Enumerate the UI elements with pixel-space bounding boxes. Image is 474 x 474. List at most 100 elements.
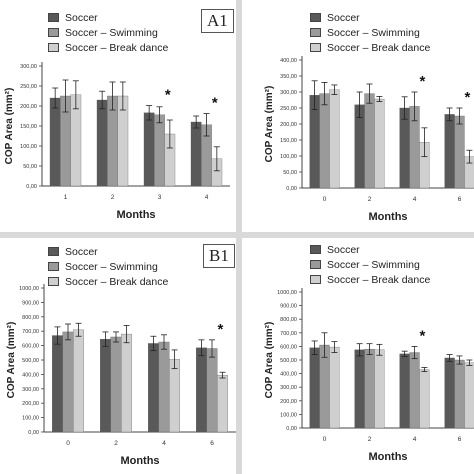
bar [49,97,61,187]
y-tick-label: 400,00 [280,372,297,378]
swatch-swimming [310,260,321,269]
bar [52,335,63,433]
swatch-break-dance [310,275,321,284]
y-tick-label: 700,00 [280,331,297,337]
bar [73,329,84,433]
y-tick-label: 0,00 [286,426,297,432]
y-tick-label: 300,00 [22,387,39,393]
legend-item-break-dance: Soccer – Break dance [48,40,168,55]
legend-label: Soccer – Break dance [65,275,169,288]
legend-item-swimming: Soccer – Swimming [48,25,168,40]
x-axis-label: Months [120,455,159,467]
y-tick-label: 400,00 [22,372,39,378]
legend-label: Soccer – Swimming [65,26,158,39]
legend-item-break-dance: Soccer – Break dance [48,274,168,289]
bar [409,352,420,429]
y-tick-label: 200,00 [22,401,39,407]
x-tick-label: 2 [368,196,372,203]
legend-item-break-dance: Soccer – Break dance [310,40,430,55]
legend-item-break-dance: Soccer – Break dance [310,272,430,287]
y-tick-label: 100,00 [22,416,39,422]
legend-item-swimming: Soccer – Swimming [310,257,430,272]
swatch-soccer [310,245,321,254]
bar [374,349,385,429]
y-tick-label: 200,00 [280,399,297,405]
bar [148,343,159,433]
swatch-swimming [310,28,321,37]
legend-item-swimming: Soccer – Swimming [48,259,168,274]
legend-a2: Soccer Soccer – Swimming Soccer – Break … [310,10,430,55]
bar [62,331,74,433]
legend-item-soccer: Soccer [310,10,430,25]
x-tick-label: 6 [458,196,462,203]
x-tick-label: 4 [413,196,417,203]
swatch-swimming [48,28,59,37]
significance-marker: * [419,327,425,344]
legend-label: Soccer – Swimming [327,258,420,271]
chart-svg-b2: 0,00 100,00 200,00 300,00 400,00 500,00 600,00… [264,288,474,463]
x-tick-label: 2 [114,440,118,447]
swatch-swimming [48,262,59,271]
bar [354,349,365,429]
swatch-soccer [48,13,59,22]
x-tick-label: 0 [66,440,70,447]
significance-marker: * [464,89,470,106]
chart-svg-a2: 0,00 50,00 100,00 150,00 200,00 250,00 300,00 3… [264,56,474,223]
bar [196,347,207,433]
x-tick-label: 0 [323,196,327,203]
y-tick-label: 800,00 [280,317,297,323]
x-tick-label: 3 [158,194,162,201]
panel-label-a1: A1 [201,9,234,33]
x-tick-label: 2 [368,436,372,443]
bar [444,114,455,189]
y-axis-label: COP Area (mm²) [6,322,17,399]
legend-item-swimming: Soccer – Swimming [310,25,430,40]
bar [454,115,465,189]
legend-label: Soccer [65,245,98,258]
y-tick-label: 700,00 [22,329,39,335]
y-tick-label: 150,00 [20,124,37,130]
bar [329,346,340,429]
x-axis-label: Months [116,209,155,221]
legend-item-soccer: Soccer [310,242,430,257]
y-tick-label: 100,00 [280,154,297,160]
y-tick-label: 150,00 [280,138,297,144]
legend-item-soccer: Soccer [48,10,168,25]
legend-a1: Soccer Soccer – Swimming Soccer – Break … [48,10,168,55]
y-tick-label: 300,00 [20,64,37,70]
y-tick-label: 200,00 [280,122,297,128]
chart-panel-a1: 0,00 50,00 100,00 150,00 200,00 250,00 300,00 C… [0,0,236,232]
y-tick-label: 300,00 [280,385,297,391]
legend-label: Soccer [65,11,98,24]
y-tick-label: 0,00 [26,184,37,190]
bar [143,112,155,187]
legend-b1: Soccer Soccer – Swimming Soccer – Break … [48,244,168,289]
chart-panel-b1: 0,00 100,00 200,00 300,00 400,00 500,00 600,00… [0,238,236,474]
bar [329,89,340,189]
panel-label-b1: B1 [203,244,235,268]
significance-marker: * [165,87,171,104]
y-tick-label: 1000,00 [277,290,297,296]
x-tick-label: 4 [413,436,417,443]
significance-marker: * [419,73,425,90]
bar [100,338,111,433]
x-tick-label: 2 [111,194,115,201]
chart-svg-b1: 0,00 100,00 200,00 300,00 400,00 500,00 600,00… [6,284,236,467]
bar [110,336,122,433]
legend-label: Soccer [327,243,360,256]
legend-label: Soccer [327,11,360,24]
swatch-break-dance [48,277,59,286]
x-axis-label: Months [368,451,407,463]
y-tick-label: 900,00 [22,300,39,306]
bar [309,347,320,429]
y-tick-label: 1000,00 [19,286,39,292]
y-tick-label: 250,00 [280,106,297,112]
y-tick-label: 400,00 [280,58,297,64]
y-axis-label: COP Area (mm²) [4,88,15,165]
bar [169,359,180,433]
y-tick-label: 200,00 [20,104,37,110]
chart-panel-b2: 0,00 100,00 200,00 300,00 400,00 500,00 600,00… [242,238,474,474]
x-tick-label: 6 [458,436,462,443]
bar [217,374,228,433]
bar [154,114,165,187]
